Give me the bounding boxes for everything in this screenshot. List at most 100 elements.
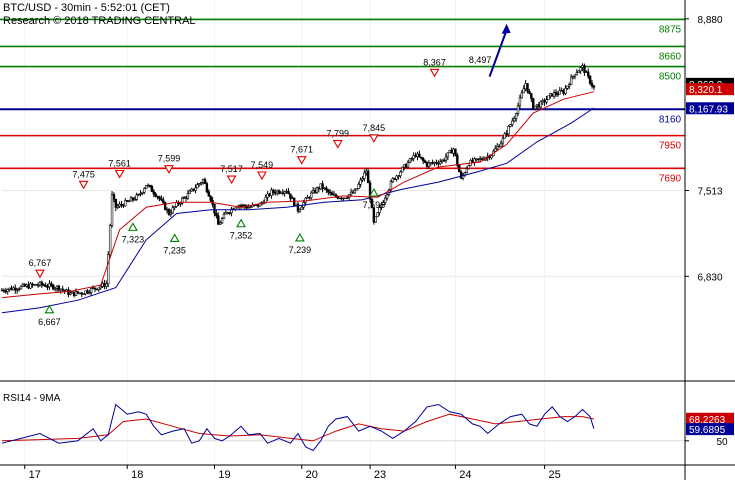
candle-body (592, 85, 596, 88)
candle-body (490, 155, 493, 159)
candle-body (80, 292, 83, 295)
candle-body (144, 185, 148, 189)
swing-high-marker (164, 165, 174, 174)
projection-arrow-shaft (488, 29, 508, 77)
candle-body (558, 90, 561, 95)
candle-body (97, 287, 100, 290)
candle-body (397, 175, 400, 177)
candle-body (33, 284, 36, 286)
candle-body (298, 209, 302, 212)
candle-body (190, 188, 193, 192)
candle-body (577, 70, 580, 73)
candle-body (241, 204, 245, 207)
swing-low-marker (236, 218, 246, 228)
candle-body (467, 165, 470, 169)
candle-body (277, 190, 281, 194)
candle-body (175, 202, 178, 207)
candle-body (165, 209, 169, 211)
candle-body (101, 282, 104, 287)
candle-body (107, 254, 110, 285)
candle-body (70, 291, 74, 294)
candle-body (63, 289, 66, 292)
candle-body (213, 203, 216, 214)
candle-body (530, 93, 533, 99)
candle-body (450, 150, 453, 154)
candle-body (55, 285, 59, 289)
candle-body (82, 293, 85, 295)
swing-high-label: 7,671 (290, 145, 313, 155)
swing-high-marker (368, 134, 379, 143)
candle-body (218, 222, 222, 225)
candle-body (310, 192, 313, 199)
candle-body (275, 190, 279, 194)
swing-low-label: 7,323 (122, 234, 145, 244)
candle-body (220, 218, 224, 224)
candle-body (268, 193, 271, 196)
candle-body (205, 183, 209, 192)
candle-body (270, 189, 273, 196)
swing-low-label: 6,667 (38, 317, 61, 327)
candle-body (287, 191, 290, 195)
candle-body (412, 155, 415, 159)
candle-body (439, 161, 442, 165)
candle-body (556, 93, 560, 96)
candle-body (118, 203, 121, 207)
candle-body (359, 179, 362, 185)
candle-body (226, 212, 229, 214)
candle-body (408, 158, 412, 163)
candle-body (355, 188, 358, 191)
candle-body (323, 187, 326, 190)
candle-body (222, 213, 226, 219)
candle-body (351, 191, 355, 194)
candle-body (366, 170, 370, 184)
swing-high-marker (226, 175, 237, 185)
candle-body (311, 189, 315, 194)
candle-body (573, 74, 577, 77)
candle-body (444, 156, 448, 161)
candle-body (349, 191, 353, 195)
candle-body (192, 188, 195, 191)
swing-low-label: 7,239 (289, 245, 312, 255)
candle-body (31, 283, 34, 286)
candle-body (167, 209, 171, 215)
candle-body (207, 191, 210, 197)
candle-body (526, 83, 529, 92)
candle-body (361, 178, 364, 181)
candle-body (57, 285, 61, 291)
candle-body (425, 162, 429, 167)
candle-body (497, 145, 501, 148)
rsi-tick-label: 50 (716, 437, 728, 448)
candle-body (67, 289, 70, 295)
candle-body (315, 187, 319, 193)
candle-body (141, 191, 144, 194)
rsi-panel (1, 403, 685, 452)
level-label-8875: 8875 (659, 24, 682, 35)
candle-body (410, 158, 413, 160)
candle-body (65, 289, 68, 292)
candle-body (549, 93, 552, 97)
candle-body (423, 160, 427, 163)
candle-body (380, 204, 383, 208)
candle-body (437, 162, 440, 165)
candle-body (36, 284, 40, 287)
swing-high-marker (332, 140, 343, 149)
candle-body (473, 158, 476, 163)
swing-high-label: 7,517 (220, 164, 243, 174)
candle-body (182, 197, 186, 199)
candle-body (433, 162, 436, 164)
price-tick-label: 8,880 (697, 15, 722, 26)
candle-body (148, 184, 152, 187)
candle-body (330, 192, 334, 196)
rsi-tag-box (686, 412, 734, 425)
candle-body (514, 113, 518, 119)
time-tick-label: 19 (218, 469, 230, 480)
candle-body (12, 287, 15, 291)
candle-body (431, 162, 434, 164)
candle-body (215, 212, 218, 217)
rsi-ma-line (1, 413, 595, 442)
candle-body (76, 291, 80, 294)
candle-body (503, 133, 506, 139)
candle-body (124, 200, 127, 207)
candle-body (560, 90, 563, 92)
